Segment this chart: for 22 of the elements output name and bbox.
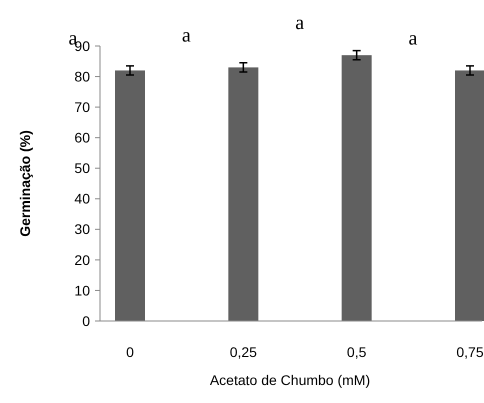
text: a (295, 12, 304, 34)
x-tick-label: 0 (126, 344, 134, 360)
x-tick-label: 0,5 (346, 344, 367, 360)
bar (228, 67, 258, 321)
y-tick-label: 30 (74, 221, 90, 238)
y-tick-label: 50 (74, 160, 90, 176)
y-tick-label: 60 (74, 130, 90, 146)
bar (455, 70, 484, 321)
y-axis-title: Germinação (%) (17, 130, 33, 237)
y-tick-label: 10 (74, 282, 90, 298)
y-tick-label: 40 (74, 190, 90, 207)
annotation: a (182, 24, 191, 46)
y-tick-label: 0 (82, 312, 90, 329)
bar (115, 70, 145, 321)
y-tick-label: 80 (74, 68, 90, 84)
x-tick-label: 0,75 (456, 344, 484, 360)
x-tick-label: 0,25 (230, 344, 258, 360)
bar (342, 55, 372, 321)
y-tick-label: 70 (74, 99, 90, 116)
x-axis-title: Acetato de Chumbo (mM) (210, 372, 370, 388)
y-tick-label: 20 (74, 252, 90, 268)
annotation: a (408, 27, 418, 50)
